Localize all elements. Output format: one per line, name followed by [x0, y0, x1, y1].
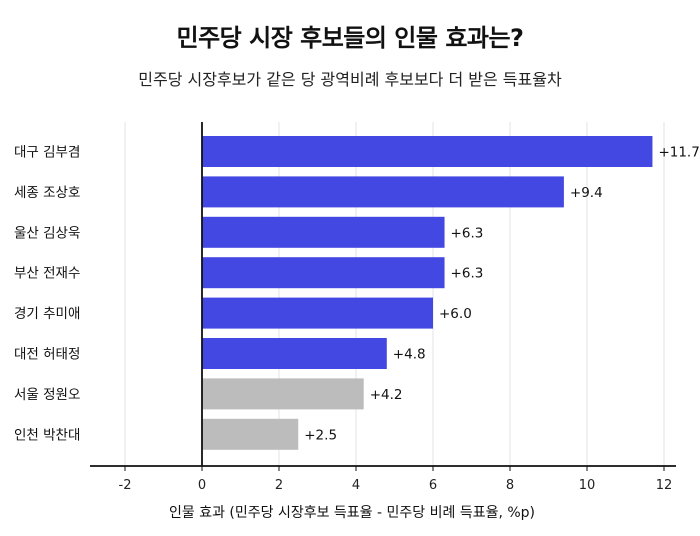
- bar: [202, 257, 445, 289]
- data-label: +6.3: [451, 266, 484, 282]
- chart-title: 민주당 시장 후보들의 인물 효과는?: [176, 24, 524, 52]
- x-tick-label: 12: [656, 478, 673, 493]
- category-label: 서울 정원오: [14, 387, 80, 403]
- category-label: 울산 김상욱: [14, 225, 80, 241]
- bar: [202, 378, 364, 410]
- bar: [202, 338, 387, 369]
- category-label: 경기 추미애: [14, 306, 80, 322]
- bar: [202, 136, 653, 167]
- x-axis-label: 인물 효과 (민주당 시장후보 득표율 - 민주당 비례 득표율, %p): [169, 505, 535, 521]
- bar: [202, 297, 433, 329]
- x-tick-label: 4: [352, 478, 360, 493]
- x-tick-label: 0: [198, 478, 206, 493]
- x-tick-label: 2: [275, 478, 283, 493]
- x-tick-label: 6: [429, 478, 437, 493]
- bar: [202, 418, 299, 450]
- chart-subtitle: 민주당 시장후보가 같은 당 광역비례 후보보다 더 받은 득표율차: [138, 70, 562, 89]
- data-label: +4.2: [370, 387, 403, 403]
- data-label: +9.4: [570, 185, 603, 201]
- x-tick-label: -2: [119, 478, 132, 493]
- category-label: 대전 허태정: [14, 347, 80, 363]
- category-label: 인천 박찬대: [14, 427, 80, 443]
- data-label: +4.8: [393, 347, 426, 363]
- bar: [202, 216, 445, 248]
- data-label: +6.0: [439, 306, 472, 322]
- x-tick-label: 10: [579, 478, 596, 493]
- data-label: +11.7: [658, 145, 699, 161]
- category-label: 부산 전재수: [14, 266, 80, 282]
- bar: [202, 176, 564, 208]
- x-tick-label: 8: [506, 478, 514, 493]
- category-label: 대구 김부겸: [14, 145, 80, 161]
- data-label: +6.3: [451, 225, 484, 241]
- data-label: +2.5: [304, 427, 337, 443]
- category-label: 세종 조상호: [14, 185, 80, 201]
